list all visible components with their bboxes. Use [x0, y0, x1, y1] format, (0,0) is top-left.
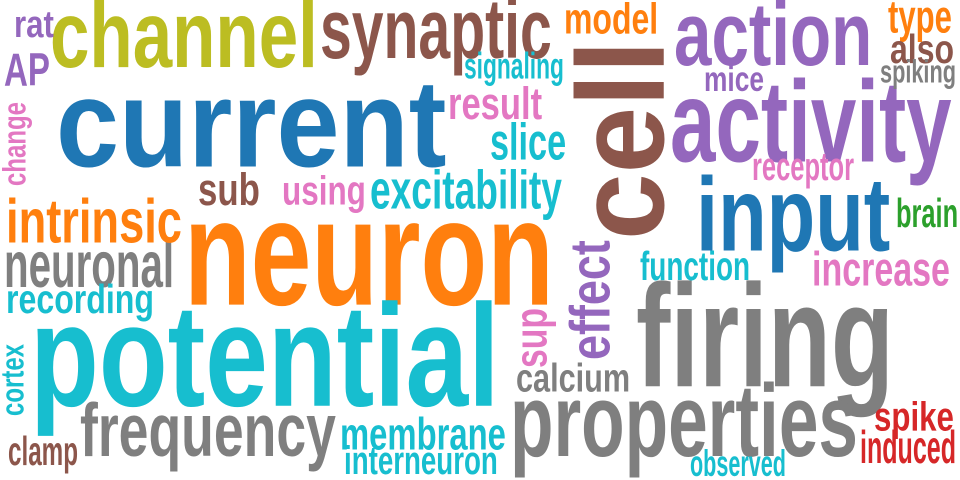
word-membrane: membrane: [340, 407, 506, 460]
word-neuronal: neuronal: [4, 228, 175, 302]
word-neuron: neuron: [184, 168, 554, 339]
word-spiking: spiking: [880, 52, 956, 90]
word-also: also: [890, 26, 955, 72]
word-interneuron: interneuron: [344, 437, 498, 480]
word-observed: observed: [690, 441, 786, 480]
word-recording: recording: [6, 276, 155, 322]
word-frequency: frequency: [80, 389, 336, 473]
word-firing: firing: [636, 254, 894, 418]
word-activity: activity: [670, 57, 952, 187]
word-sup: sup: [505, 308, 558, 368]
word-calcium: calcium: [516, 356, 631, 401]
word-effect: effect: [557, 240, 622, 360]
word-rat: rat: [14, 2, 54, 46]
word-sub: sub: [198, 164, 260, 216]
word-intrinsic: intrinsic: [6, 185, 182, 257]
word-type: type: [888, 0, 952, 43]
word-potential: potential: [30, 273, 500, 437]
word-current: current: [56, 54, 447, 193]
word-signaling: signaling: [464, 43, 564, 87]
word-cell: cell: [552, 40, 691, 240]
word-mice: mice: [704, 58, 764, 100]
word-result: result: [448, 79, 543, 130]
word-using: using: [282, 168, 366, 214]
word-clamp: clamp: [8, 429, 78, 475]
word-function: function: [640, 243, 751, 289]
word-channel: channel: [50, 0, 318, 89]
word-increase: increase: [812, 242, 950, 298]
word-action: action: [674, 0, 873, 85]
word-spike: spike: [874, 394, 954, 440]
word-synaptic: synaptic: [320, 0, 552, 78]
word-properties: properties: [510, 364, 858, 480]
word-excitability: excitability: [370, 158, 562, 220]
word-change: change: [0, 101, 34, 186]
word-induced: induced: [860, 422, 957, 474]
word-cortex: cortex: [0, 343, 32, 416]
word-ap: AP: [4, 45, 50, 97]
word-brain: brain: [896, 191, 959, 237]
word-input: input: [696, 155, 891, 273]
word-receptor: receptor: [752, 145, 855, 190]
word-slice: slice: [490, 114, 567, 172]
word-model: model: [564, 0, 659, 43]
